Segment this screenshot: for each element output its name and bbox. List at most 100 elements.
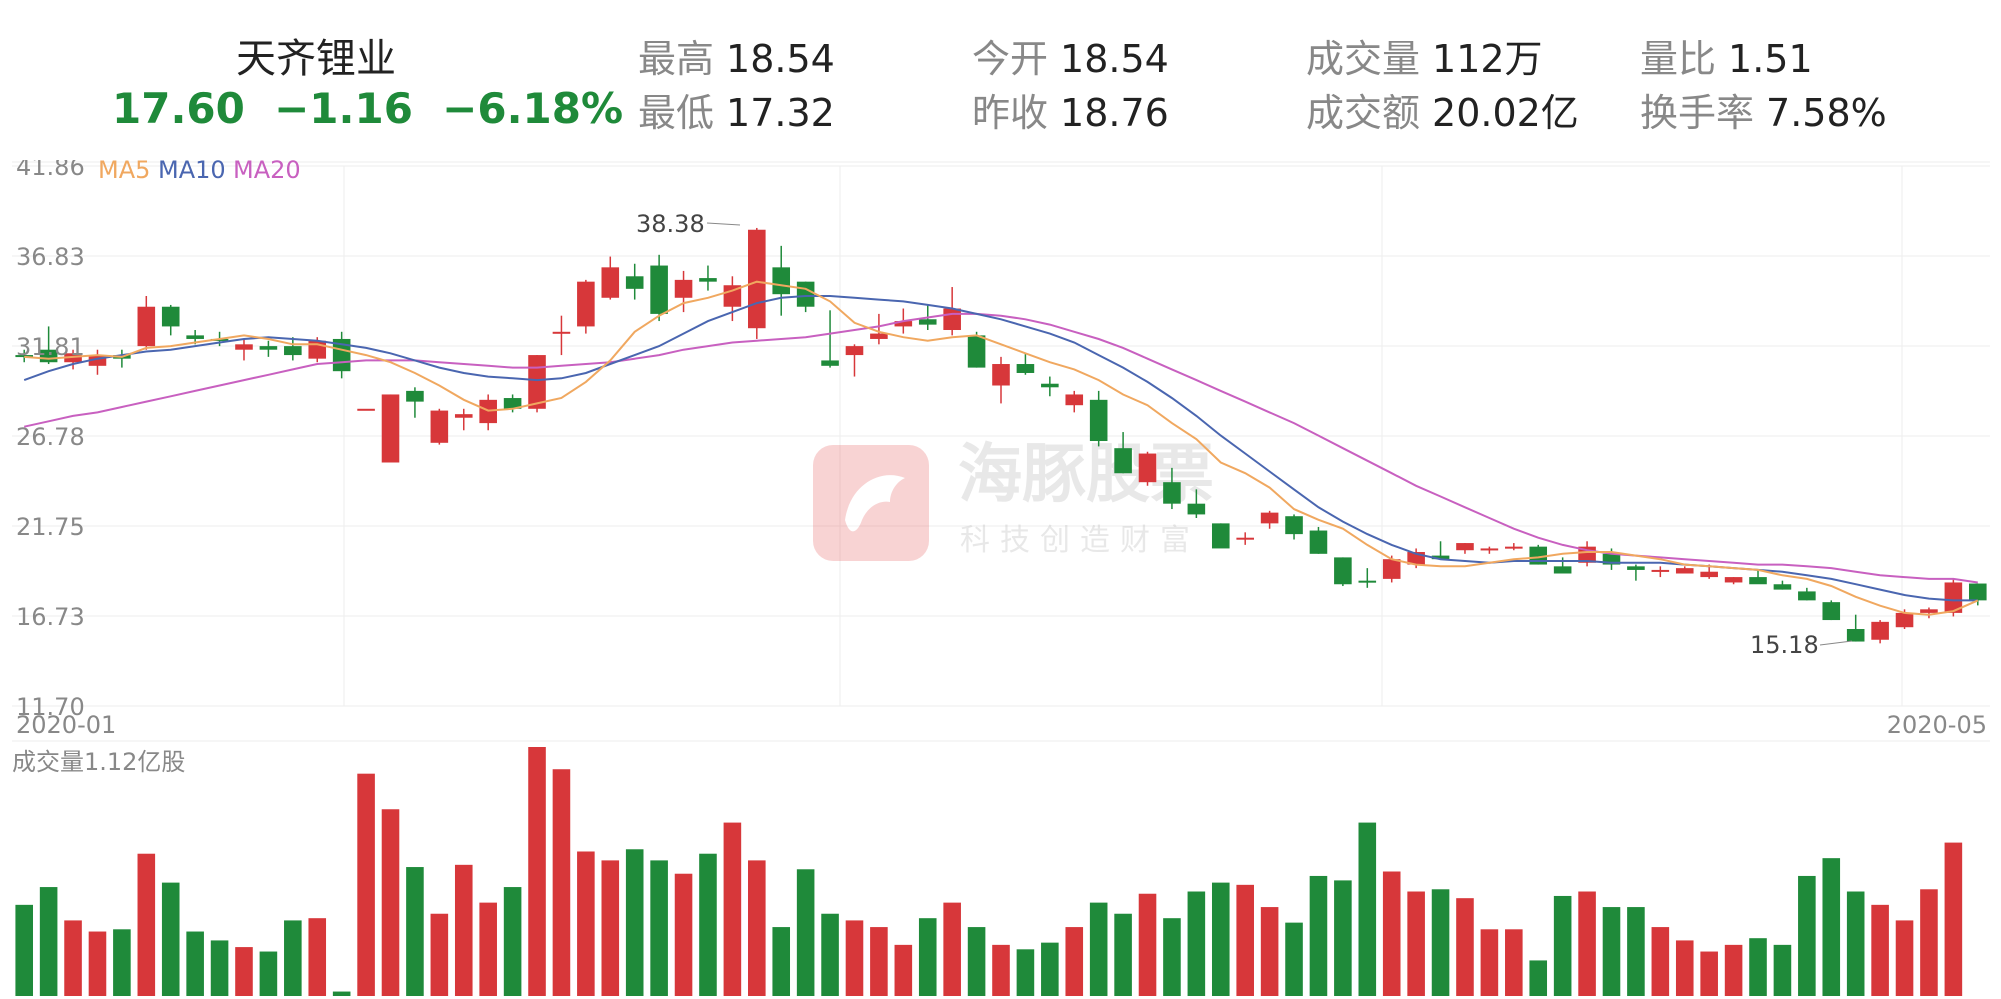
max-label: 38.38 <box>636 210 705 238</box>
candle <box>699 265 717 291</box>
candle <box>1138 451 1157 486</box>
ma10-line <box>23 295 1978 602</box>
volume-bar <box>772 927 791 996</box>
candle <box>15 349 34 363</box>
candle <box>1041 376 1059 397</box>
candle <box>1114 432 1132 474</box>
candle-body <box>723 285 742 307</box>
candle-body <box>1041 383 1059 388</box>
candle <box>1065 390 1084 413</box>
volume-bar <box>1187 891 1206 996</box>
candle-body <box>1968 583 1987 601</box>
volume-bar <box>992 944 1010 996</box>
volume-bar <box>381 809 400 996</box>
volume-bar <box>1724 944 1743 996</box>
candle <box>1163 467 1181 510</box>
stock-name: 天齐锂业 <box>236 36 396 82</box>
stat-high: 最高 18.54 <box>638 28 835 83</box>
candle <box>1822 600 1841 621</box>
price-change: 17.60 −1.16 −6.18% <box>112 84 624 133</box>
volume-bar <box>1431 889 1450 996</box>
volume-bar <box>1456 898 1474 996</box>
candle <box>332 331 351 379</box>
candle-body <box>1236 537 1254 540</box>
y-tick-label: 31.81 <box>16 333 85 361</box>
candle <box>1431 541 1450 560</box>
volume-bar <box>1041 942 1059 996</box>
volume-label: 成交量1.12亿股 <box>12 748 185 776</box>
candle-body <box>1285 516 1303 535</box>
candle-body <box>1505 546 1523 549</box>
volume-bar <box>1260 907 1279 996</box>
candle <box>88 349 107 375</box>
volume-bars <box>15 747 1963 996</box>
candle <box>1456 543 1474 554</box>
y-tick-label: 21.75 <box>16 513 85 541</box>
candle-body <box>1773 584 1792 590</box>
legend-ma5: MA5 <box>98 160 150 184</box>
candle <box>1724 577 1743 585</box>
candle <box>1236 532 1254 545</box>
candle <box>1334 557 1352 587</box>
candle <box>381 394 400 463</box>
volume-bar <box>1334 880 1352 996</box>
candle <box>821 310 839 368</box>
candle-body <box>552 331 571 334</box>
candle <box>1651 566 1670 578</box>
candle-body <box>796 281 815 307</box>
candle <box>1505 543 1523 551</box>
volume-bar <box>1822 858 1841 996</box>
candle-body <box>1749 577 1767 585</box>
candle <box>1358 568 1377 588</box>
candle <box>1675 566 1694 574</box>
volume-bar <box>943 902 961 996</box>
volume-bar <box>601 860 620 996</box>
candle-body <box>674 279 693 298</box>
candle <box>1211 523 1230 549</box>
candle-body <box>772 267 791 295</box>
candle <box>430 408 449 445</box>
volume-bar <box>1529 960 1548 996</box>
candle <box>772 245 791 316</box>
ma5-line <box>24 280 1979 616</box>
stat-label: 成交额 <box>1306 91 1421 135</box>
candle-body <box>650 265 668 314</box>
volume-bar <box>1407 891 1425 996</box>
volume-bar <box>1944 842 1963 996</box>
candle <box>1016 353 1035 375</box>
candle-body <box>1211 523 1230 549</box>
candle <box>1260 510 1279 529</box>
candle <box>650 254 668 322</box>
volume-bar <box>918 918 937 996</box>
candle <box>161 304 180 336</box>
candle <box>723 276 742 322</box>
watermark: 海豚股票 科技创造财富 <box>813 438 1214 561</box>
candle <box>137 295 156 350</box>
candle-body <box>1822 602 1841 621</box>
volume-bar <box>1505 929 1523 996</box>
candle-body <box>1700 571 1718 578</box>
volume-bar <box>528 747 546 996</box>
volume-bar <box>1065 927 1084 996</box>
candle-body <box>357 408 375 411</box>
volume-bar <box>1553 895 1572 996</box>
candle-body <box>528 355 546 409</box>
volume-bar <box>64 920 82 996</box>
candle-body <box>845 346 864 356</box>
candle-body <box>88 355 107 366</box>
candle <box>674 270 693 313</box>
candle-body <box>1163 482 1181 504</box>
candle <box>406 387 424 418</box>
candle-body <box>1480 548 1499 551</box>
volume-bar <box>357 773 375 996</box>
legend-ma10: MA10 <box>158 160 226 184</box>
stat-value: 18.76 <box>1060 91 1169 135</box>
min-annotation: 15.18 <box>1750 631 1853 659</box>
stat-label: 今开 <box>972 37 1049 81</box>
candle-body <box>1016 364 1035 373</box>
stat-value: 112万 <box>1432 37 1543 81</box>
volume-bar <box>577 851 595 996</box>
volume-bar <box>210 940 229 996</box>
candle-body <box>1138 453 1157 483</box>
candle <box>1846 614 1865 642</box>
